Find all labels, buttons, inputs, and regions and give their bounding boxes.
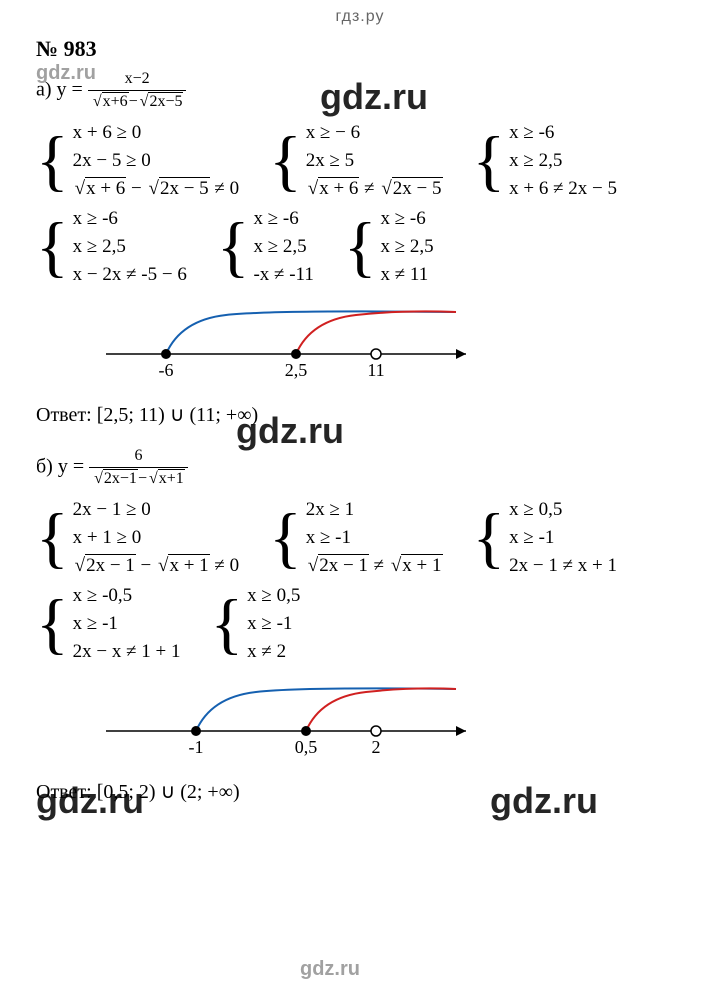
system-line: x + 6 ≠ 2x − 5 (306, 178, 443, 200)
svg-text:-1: -1 (189, 737, 204, 757)
answer-value: [2,5; 11) ∪ (11; +∞) (97, 404, 258, 426)
system: {2x − 1 ≥ 0 x + 1 ≥ 0 2x − 1 − x + 1 ≠ 0 (36, 499, 239, 577)
part-a-answer: Ответ: [2,5; 11) ∪ (11; +∞) (36, 402, 700, 427)
system-line: x − 2x ≠ -5 − 6 (73, 264, 187, 286)
system-line: x ≥ 0,5 (247, 585, 300, 607)
brace-icon: { (36, 130, 69, 191)
part-b-numberline: -1 0,5 2 (96, 681, 700, 767)
system-line: 2x ≥ 5 (306, 150, 443, 172)
part-a-label: а) (36, 78, 52, 100)
content: № 983 а) y = x−2 x+6−2x−5 {x + 6 ≥ 02x −… (0, 36, 720, 804)
numerator: 6 (89, 445, 188, 467)
system-line: x ≥ -1 (247, 613, 300, 635)
part-a-numberline: -6 2,5 11 (96, 304, 700, 390)
system-line: 2x − 5 ≥ 0 (73, 150, 239, 172)
brace-icon: { (269, 507, 302, 568)
brace-icon: { (269, 130, 302, 191)
part-b-function: б) y = 6 2x−1−x+1 (36, 445, 700, 491)
system: {x ≥ -0,5 x ≥ -1 2x − x ≠ 1 + 1 (36, 585, 181, 663)
svg-text:2: 2 (372, 737, 381, 757)
system-line: 2x − 1 − x + 1 ≠ 0 (73, 555, 239, 577)
svg-text:-6: -6 (159, 360, 174, 380)
brace-icon: { (344, 216, 377, 277)
brace-icon: { (36, 507, 69, 568)
system-line: 2x − x ≠ 1 + 1 (73, 641, 181, 663)
watermark: gdz.ru (300, 958, 360, 981)
system-line: x ≥ -6 (253, 208, 313, 230)
system: {x ≥ -6 x ≥ 2,5 x + 6 ≠ 2x − 5 (473, 122, 618, 200)
part-a-function: а) y = x−2 x+6−2x−5 (36, 68, 700, 114)
brace-icon: { (211, 593, 244, 654)
rad-a: x+6 (102, 92, 129, 110)
part-a-lhs: y = (57, 78, 83, 100)
system-line: x ≥ 2,5 (253, 236, 313, 258)
system-line: x ≥ -1 (509, 527, 617, 549)
system-line: x ≥ 2,5 (73, 236, 187, 258)
system-line: x ≠ 11 (381, 264, 434, 286)
system-line: x ≠ 2 (247, 641, 300, 663)
part-a-fraction: x−2 x+6−2x−5 (88, 68, 187, 114)
brace-icon: { (473, 507, 506, 568)
system: {x + 6 ≥ 0 2x − 5 ≥ 0 x + 6 − 2x − 5 ≠ 0 (36, 122, 239, 200)
brace-icon: { (473, 130, 506, 191)
system: {x ≥ -6 x ≥ 2,5 x − 2x ≠ -5 − 6 (36, 208, 187, 286)
denominator: 2x−1−x+1 (89, 467, 188, 490)
answer-label: Ответ: (36, 781, 92, 803)
system-line: 2x ≥ 1 (306, 499, 443, 521)
brace-icon: { (36, 593, 69, 654)
brace-icon: { (217, 216, 250, 277)
system-line: 2x − 1 ≠ x + 1 (509, 555, 617, 577)
system: {2x ≥ 1 x ≥ -1 2x − 1 ≠ x + 1 (269, 499, 442, 577)
system-line: x + 6 ≥ 0 (73, 122, 239, 144)
part-b-systems: {2x − 1 ≥ 0x + 1 ≥ 02x − 1 − x + 1 ≠ 0{2… (36, 499, 700, 663)
system-line: x ≥ 2,5 (381, 236, 434, 258)
part-b-lhs: y = (58, 455, 84, 477)
rad-b: 2x−5 (148, 92, 183, 110)
system-line: x + 1 ≥ 0 (73, 527, 239, 549)
part-b-fraction: 6 2x−1−x+1 (89, 445, 188, 491)
system-line: x ≥ -6 (73, 208, 187, 230)
system-line: x ≥ -6 (381, 208, 434, 230)
svg-text:11: 11 (367, 360, 384, 380)
system-line: x + 6 ≠ 2x − 5 (509, 178, 617, 200)
system: {x ≥ 0,5 x ≥ -1 x ≠ 2 (211, 585, 301, 663)
part-b-label: б) (36, 455, 53, 477)
system-line: x ≥ − 6 (306, 122, 443, 144)
denominator: x+6−2x−5 (88, 90, 187, 113)
system: {x ≥ -6 x ≥ 2,5 -x ≠ -11 (217, 208, 314, 286)
system-line: 2x − 1 ≠ x + 1 (306, 555, 443, 577)
system-line: 2x − 1 ≥ 0 (73, 499, 239, 521)
rad-b: x+1 (158, 469, 185, 487)
system-line: x ≥ -1 (306, 527, 443, 549)
brace-icon: { (36, 216, 69, 277)
system-line: x ≥ -1 (73, 613, 181, 635)
system-line: x ≥ -6 (509, 122, 617, 144)
svg-text:0,5: 0,5 (295, 737, 318, 757)
system-line: x ≥ 2,5 (509, 150, 617, 172)
numerator: x−2 (88, 68, 187, 90)
svg-text:2,5: 2,5 (285, 360, 308, 380)
page-header: гдз.ру (0, 0, 720, 36)
system-line: x ≥ -0,5 (73, 585, 181, 607)
system: {x ≥ − 6 2x ≥ 5 x + 6 ≠ 2x − 5 (269, 122, 442, 200)
rad-a: 2x−1 (103, 469, 138, 487)
system-line: x + 6 − 2x − 5 ≠ 0 (73, 178, 239, 200)
system-line: -x ≠ -11 (253, 264, 313, 286)
answer-label: Ответ: (36, 404, 92, 426)
system: {x ≥ 0,5 x ≥ -1 2x − 1 ≠ x + 1 (473, 499, 618, 577)
answer-value: [0,5; 2) ∪ (2; +∞) (97, 781, 240, 803)
part-b-answer: Ответ: [0,5; 2) ∪ (2; +∞) (36, 779, 700, 804)
part-a-systems: {x + 6 ≥ 02x − 5 ≥ 0x + 6 − 2x − 5 ≠ 0{x… (36, 122, 700, 286)
system-line: x ≥ 0,5 (509, 499, 617, 521)
system: {x ≥ -6 x ≥ 2,5 x ≠ 11 (344, 208, 434, 286)
problem-number: № 983 (36, 36, 700, 62)
